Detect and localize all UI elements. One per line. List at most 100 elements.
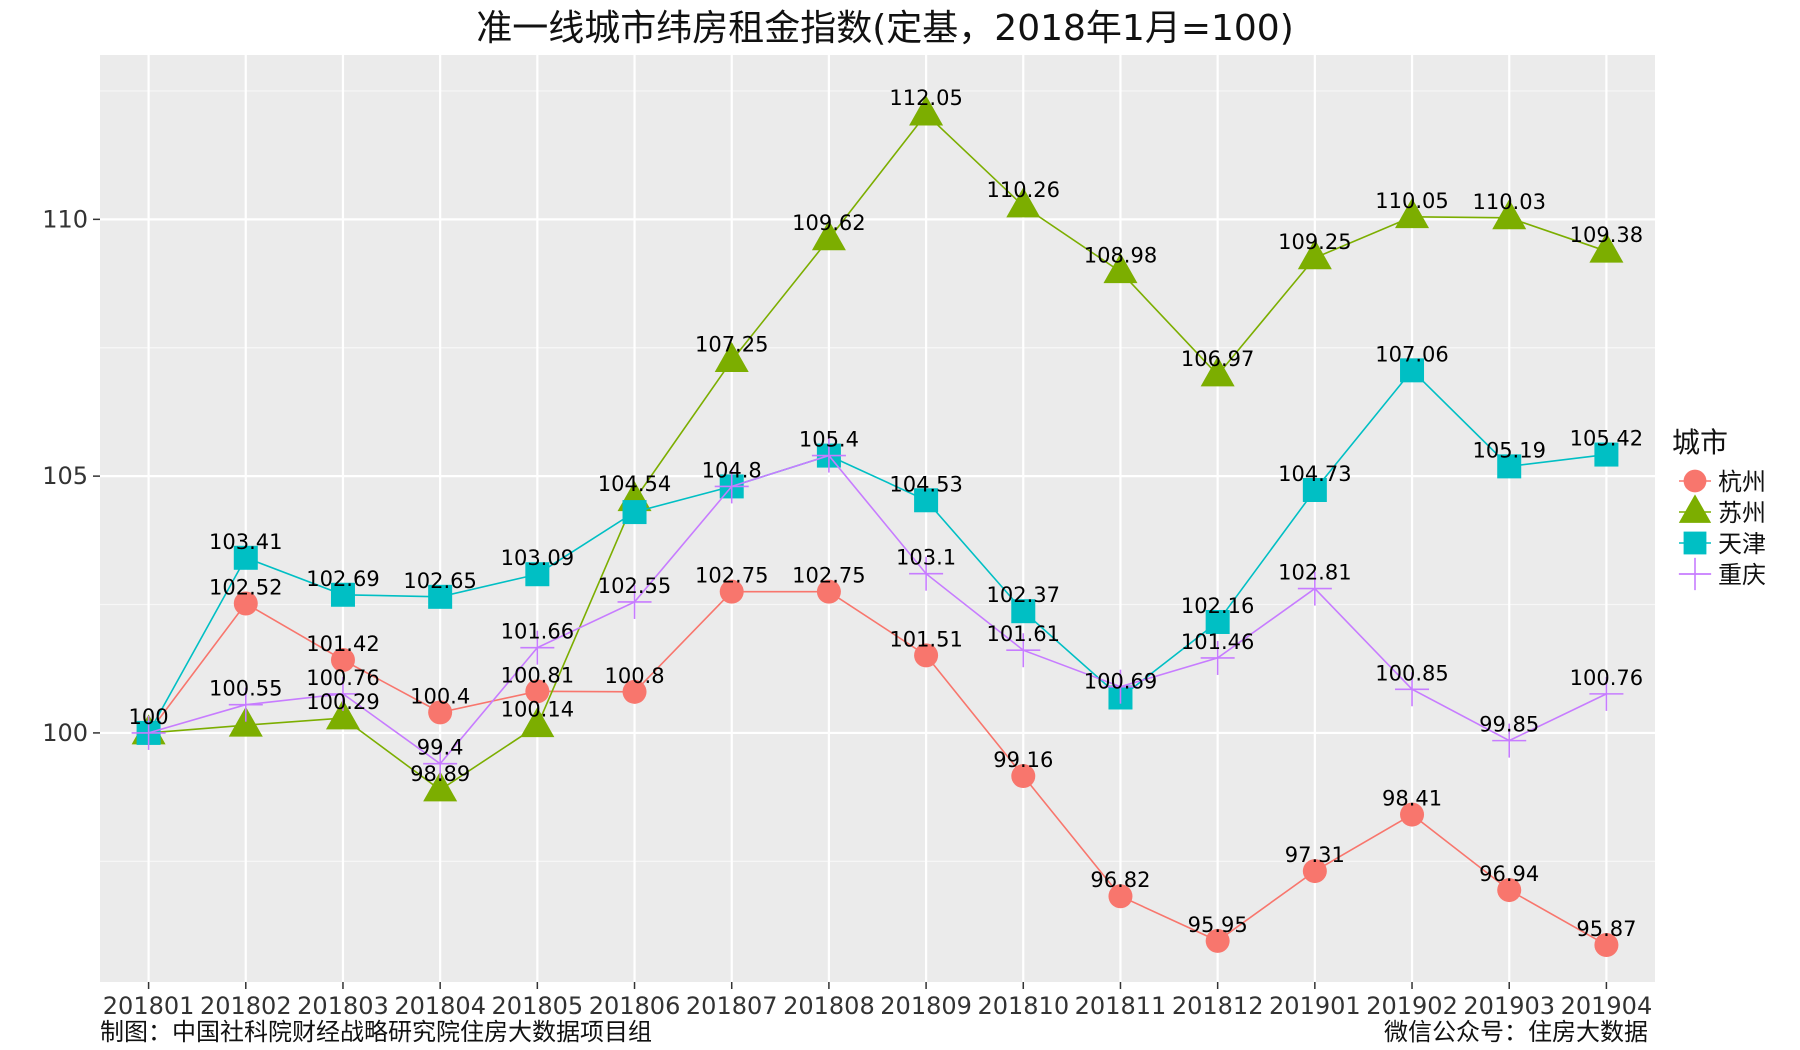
series-重庆 bbox=[131, 438, 1624, 781]
data-point bbox=[1200, 356, 1235, 387]
data-label: 103.09 bbox=[501, 546, 574, 570]
data-label: 100.8 bbox=[604, 664, 664, 688]
data-label: 102.75 bbox=[695, 564, 768, 588]
data-label: 107.25 bbox=[695, 333, 768, 357]
data-label: 98.41 bbox=[1382, 787, 1442, 811]
data-point bbox=[1492, 723, 1527, 758]
y-tick-label: 110 bbox=[42, 205, 88, 233]
data-point bbox=[1103, 253, 1138, 284]
data-label: 100.14 bbox=[501, 698, 574, 722]
data-point bbox=[714, 341, 749, 372]
data-label: 101.61 bbox=[987, 622, 1060, 646]
x-tick-label: 201808 bbox=[783, 992, 875, 1020]
data-point bbox=[428, 584, 453, 609]
data-point bbox=[909, 556, 944, 591]
data-label: 102.16 bbox=[1181, 594, 1254, 618]
data-label: 96.94 bbox=[1479, 862, 1539, 886]
data-label: 105.4 bbox=[799, 428, 859, 452]
data-point bbox=[914, 488, 939, 513]
data-point bbox=[1011, 599, 1036, 624]
data-point bbox=[1108, 884, 1133, 909]
grid-lines bbox=[100, 55, 1655, 982]
data-label: 100.85 bbox=[1375, 661, 1448, 685]
legend-label: 杭州 bbox=[1718, 468, 1766, 496]
legend-label: 苏州 bbox=[1718, 499, 1766, 527]
x-tick-label: 201807 bbox=[686, 992, 778, 1020]
data-point bbox=[811, 438, 846, 473]
legend-label: 重庆 bbox=[1718, 561, 1766, 589]
plot-background bbox=[100, 55, 1655, 982]
data-label: 101.51 bbox=[889, 627, 962, 651]
data-point bbox=[1006, 633, 1041, 668]
data-point bbox=[1400, 802, 1425, 827]
data-label: 106.97 bbox=[1181, 347, 1254, 371]
data-label: 105.19 bbox=[1472, 438, 1545, 462]
series-line bbox=[148, 112, 1607, 791]
x-tick-label: 201806 bbox=[589, 992, 681, 1020]
x-axis: 201801 201802 201803 201804 201805 201806 2018… bbox=[103, 982, 1652, 1020]
x-tick-label: 201801 bbox=[103, 992, 195, 1020]
data-point bbox=[1497, 454, 1522, 479]
data-point bbox=[423, 746, 458, 781]
legend-label: 天津 bbox=[1718, 530, 1766, 558]
data-label: 95.95 bbox=[1188, 913, 1248, 937]
series-line bbox=[148, 454, 1607, 765]
series-layer bbox=[131, 95, 1624, 958]
data-point bbox=[1492, 199, 1527, 230]
data-point bbox=[520, 707, 555, 738]
data-label: 103.41 bbox=[209, 530, 282, 554]
data-point bbox=[1589, 676, 1624, 711]
data-label: 110.03 bbox=[1472, 190, 1545, 214]
data-point bbox=[1678, 494, 1712, 523]
data-label: 109.62 bbox=[792, 211, 865, 235]
x-tick-label: 201809 bbox=[880, 992, 972, 1020]
data-label: 98.89 bbox=[410, 762, 470, 786]
data-label: 102.37 bbox=[987, 583, 1060, 607]
data-point bbox=[719, 579, 744, 604]
data-point bbox=[233, 591, 258, 616]
data-point bbox=[330, 582, 355, 607]
data-point bbox=[1103, 669, 1138, 704]
data-point bbox=[622, 679, 647, 704]
data-label: 112.05 bbox=[889, 86, 962, 110]
y-tick-label: 100 bbox=[42, 719, 88, 747]
data-label: 100 bbox=[129, 705, 169, 729]
data-point bbox=[811, 220, 846, 251]
x-tick-label: 201901 bbox=[1269, 992, 1361, 1020]
data-point bbox=[423, 771, 458, 802]
footer-source: 制图：中国社科院财经战略研究院住房大数据项目组 bbox=[100, 1018, 652, 1046]
data-point bbox=[1594, 933, 1619, 958]
data-point bbox=[1395, 198, 1430, 229]
data-point bbox=[816, 579, 841, 604]
data-label: 104.54 bbox=[598, 472, 671, 496]
data-label: 100.76 bbox=[1570, 666, 1643, 690]
data-label: 100.76 bbox=[306, 666, 379, 690]
data-point bbox=[1011, 764, 1036, 789]
data-point bbox=[330, 647, 355, 672]
data-point bbox=[525, 679, 550, 704]
data-label: 99.16 bbox=[993, 748, 1053, 772]
y-tick-label: 105 bbox=[42, 462, 88, 490]
data-point bbox=[622, 500, 647, 525]
x-tick-label: 201803 bbox=[297, 992, 389, 1020]
data-point bbox=[1497, 878, 1522, 903]
data-point bbox=[1400, 358, 1425, 383]
x-tick-label: 201804 bbox=[394, 992, 486, 1020]
data-point bbox=[909, 95, 944, 126]
data-label: 102.69 bbox=[306, 567, 379, 591]
data-label: 100.81 bbox=[501, 663, 574, 687]
data-label: 102.81 bbox=[1278, 561, 1351, 585]
data-point bbox=[325, 699, 360, 730]
data-label: 100.55 bbox=[209, 677, 282, 701]
data-label: 102.52 bbox=[209, 575, 282, 599]
data-label: 101.42 bbox=[306, 632, 379, 656]
data-label: 102.55 bbox=[598, 574, 671, 598]
data-label: 109.25 bbox=[1278, 230, 1351, 254]
series-line bbox=[147, 369, 1607, 734]
data-label: 96.82 bbox=[1090, 868, 1150, 892]
data-point bbox=[1297, 571, 1332, 606]
y-axis: 100 105 110 bbox=[42, 205, 100, 747]
data-point bbox=[233, 545, 258, 570]
data-label: 101.66 bbox=[501, 620, 574, 644]
